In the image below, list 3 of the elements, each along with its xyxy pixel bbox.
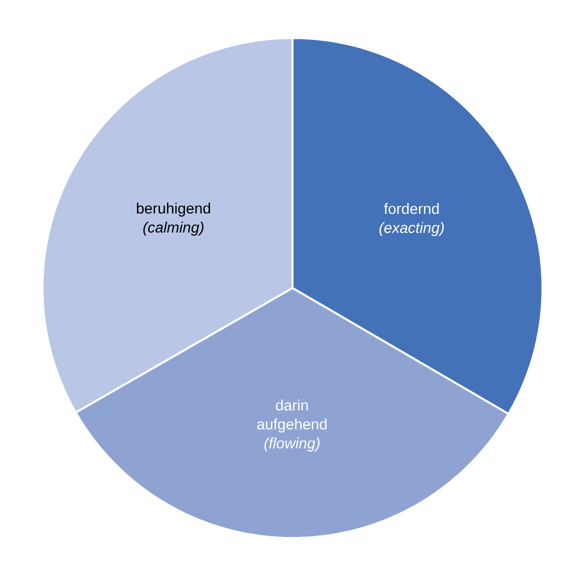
slice-label: fordernd (exacting) [380, 203, 444, 236]
slice-label: darin aufgehend (flowing) [257, 400, 327, 452]
slice-label: beruhigend (calming) [136, 202, 210, 236]
